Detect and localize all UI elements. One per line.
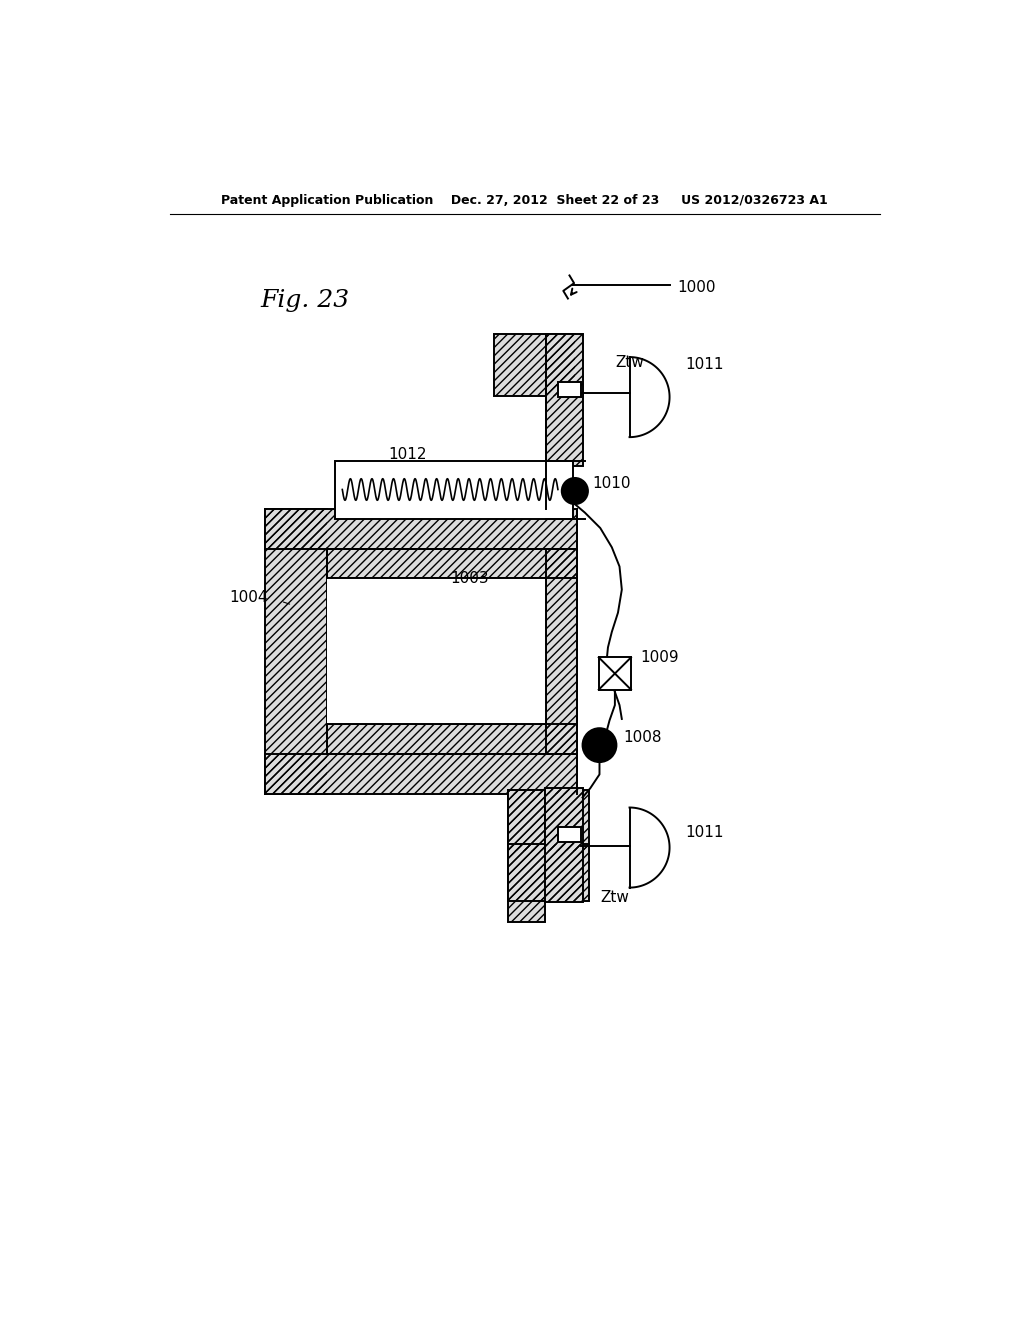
Bar	[494, 334, 574, 396]
Bar	[547, 334, 584, 466]
Circle shape	[583, 729, 616, 762]
Bar	[508, 789, 545, 923]
Text: Patent Application Publication    Dec. 27, 2012  Sheet 22 of 23     US 2012/0326: Patent Application Publication Dec. 27, …	[221, 194, 828, 207]
Bar	[508, 843, 589, 902]
Bar	[547, 549, 578, 754]
Bar	[547, 549, 578, 754]
Text: 1009: 1009	[640, 649, 679, 665]
Text: V: V	[594, 738, 605, 752]
Bar	[547, 334, 584, 466]
Bar	[558, 826, 581, 842]
Text: 1010: 1010	[593, 475, 631, 491]
Bar	[508, 789, 589, 851]
Text: 1003: 1003	[451, 570, 488, 586]
Text: Ztw: Ztw	[600, 890, 629, 906]
Bar	[327, 578, 547, 725]
Text: Ztw: Ztw	[615, 355, 644, 370]
Bar	[327, 549, 578, 578]
Bar	[265, 508, 578, 549]
Bar	[265, 754, 578, 793]
Bar	[508, 843, 589, 902]
Bar	[327, 725, 578, 754]
Bar	[327, 725, 578, 754]
Text: Fig. 23: Fig. 23	[260, 289, 349, 313]
Text: 1011: 1011	[685, 358, 724, 372]
Bar	[545, 788, 584, 903]
Text: 1011: 1011	[685, 825, 724, 840]
Bar	[508, 789, 545, 923]
Bar	[265, 754, 578, 793]
Bar	[494, 334, 574, 396]
Text: 1004: 1004	[229, 590, 267, 605]
Bar	[327, 578, 547, 725]
Text: 1008: 1008	[624, 730, 662, 744]
Bar	[265, 508, 578, 549]
Bar	[265, 508, 327, 793]
Bar	[335, 461, 573, 519]
Bar	[545, 788, 584, 903]
Bar	[327, 549, 578, 578]
Bar	[508, 789, 589, 851]
Bar	[558, 381, 581, 397]
Bar	[599, 657, 631, 689]
Text: 1000: 1000	[677, 280, 716, 296]
Bar	[265, 508, 327, 793]
Circle shape	[562, 478, 588, 504]
Text: 1012: 1012	[388, 447, 427, 462]
